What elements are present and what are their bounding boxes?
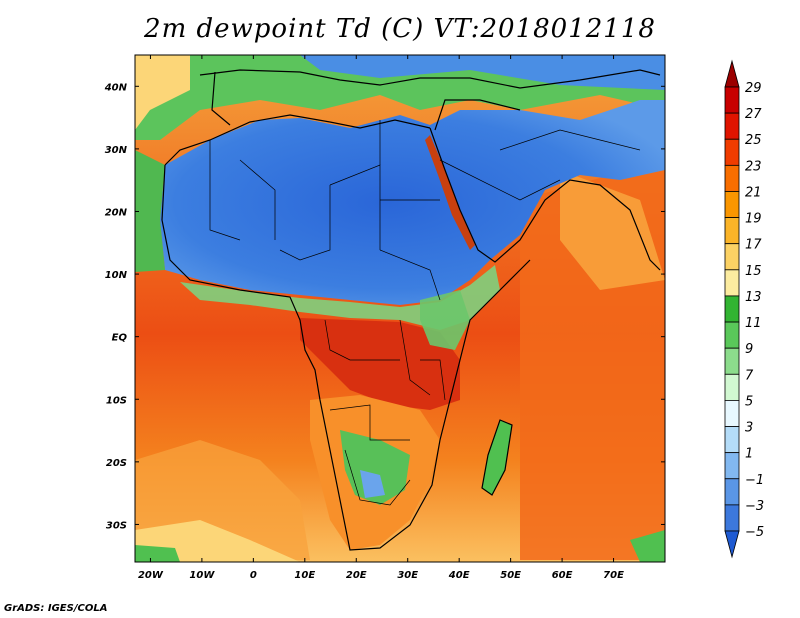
colorbar-swatch: [724, 295, 740, 323]
colorbar: 29 27 25 23 21 19 17 15 13 11 9 7 5 3 1 −1 −3 −5: [724, 59, 764, 559]
colorbar-top-arrow: [724, 59, 740, 88]
lon-tick-label: 10E: [294, 570, 315, 581]
colorbar-swatch: [724, 138, 740, 166]
colorbar-swatch: [724, 373, 740, 401]
colorbar-label: −5: [745, 525, 764, 540]
colorbar-swatch: [724, 504, 740, 532]
lon-tick-label: 10W: [189, 570, 215, 581]
lon-tick-label: 20E: [346, 570, 367, 581]
colorbar-swatch: [724, 269, 740, 297]
colorbar-bottom-arrow: [724, 530, 740, 559]
colorbar-swatch: [724, 86, 740, 114]
colorbar-label: 11: [745, 316, 762, 331]
colorbar-swatch: [724, 478, 740, 506]
colorbar-label: 21: [745, 185, 762, 200]
colorbar-label: 15: [745, 264, 762, 279]
map-title: 2m dewpoint Td (C) VT:2018012118: [144, 14, 656, 44]
latitude-axis: 40N 30N 20N 10N EQ 10S 20S 30S: [104, 82, 665, 531]
grads-credit: GrADS: IGES/COLA: [4, 603, 108, 614]
colorbar-swatch: [724, 452, 740, 480]
colorbar-swatch: [724, 112, 740, 140]
colorbar-swatch: [724, 347, 740, 375]
lon-tick-label: 20W: [138, 570, 164, 581]
colorbar-label: 17: [745, 238, 762, 253]
lon-tick-label: 50E: [500, 570, 521, 581]
colorbar-swatch: [724, 243, 740, 271]
colorbar-swatch: [724, 164, 740, 192]
colorbar-label: 23: [745, 159, 762, 174]
colorbar-swatch: [724, 400, 740, 427]
lon-tick-label: 60E: [552, 570, 573, 581]
longitude-axis: 20W 10W 0 10E 20E 30E 40E 50E 60E 70E: [138, 55, 624, 581]
colorbar-label: 7: [745, 368, 754, 383]
sahara-blue-field: [160, 100, 665, 305]
lon-tick-label: 70E: [603, 570, 624, 581]
lat-tick-label: 10S: [106, 395, 127, 406]
lat-tick-label: 40N: [104, 82, 128, 93]
colorbar-swatch: [724, 191, 740, 218]
lon-tick-label: 40E: [448, 570, 470, 581]
central-africa-red-field: [300, 318, 460, 410]
lat-tick-label: 20S: [106, 458, 127, 469]
colorbar-label: 1: [745, 447, 753, 462]
colorbar-label: −1: [745, 473, 764, 488]
lat-tick-label: EQ: [112, 333, 128, 344]
colorbar-swatch: [724, 321, 740, 349]
madagascar-field: [482, 420, 512, 495]
coastlines: [161, 69, 661, 551]
colorbar-label: 9: [745, 342, 753, 357]
colorbar-label: −3: [745, 499, 764, 514]
lat-tick-label: 10N: [105, 270, 128, 281]
map-field: [135, 55, 665, 562]
country-borders: [209, 120, 641, 506]
colorbar-label: 25: [745, 133, 762, 148]
lat-tick-label: 30S: [106, 520, 127, 531]
colorbar-label: 13: [745, 290, 762, 305]
lon-tick-label: 0: [250, 570, 257, 581]
colorbar-label: 5: [745, 394, 753, 409]
colorbar-label: 27: [745, 107, 762, 122]
colorbar-swatch: [724, 217, 740, 245]
lat-tick-label: 20N: [105, 207, 128, 218]
colorbar-label: 29: [745, 81, 762, 96]
lon-tick-label: 30E: [397, 570, 418, 581]
colorbar-label: 19: [745, 212, 762, 227]
map-frame: [134, 54, 666, 563]
lat-tick-label: 30N: [105, 145, 128, 156]
colorbar-swatch: [724, 426, 740, 454]
colorbar-label: 3: [745, 421, 753, 436]
